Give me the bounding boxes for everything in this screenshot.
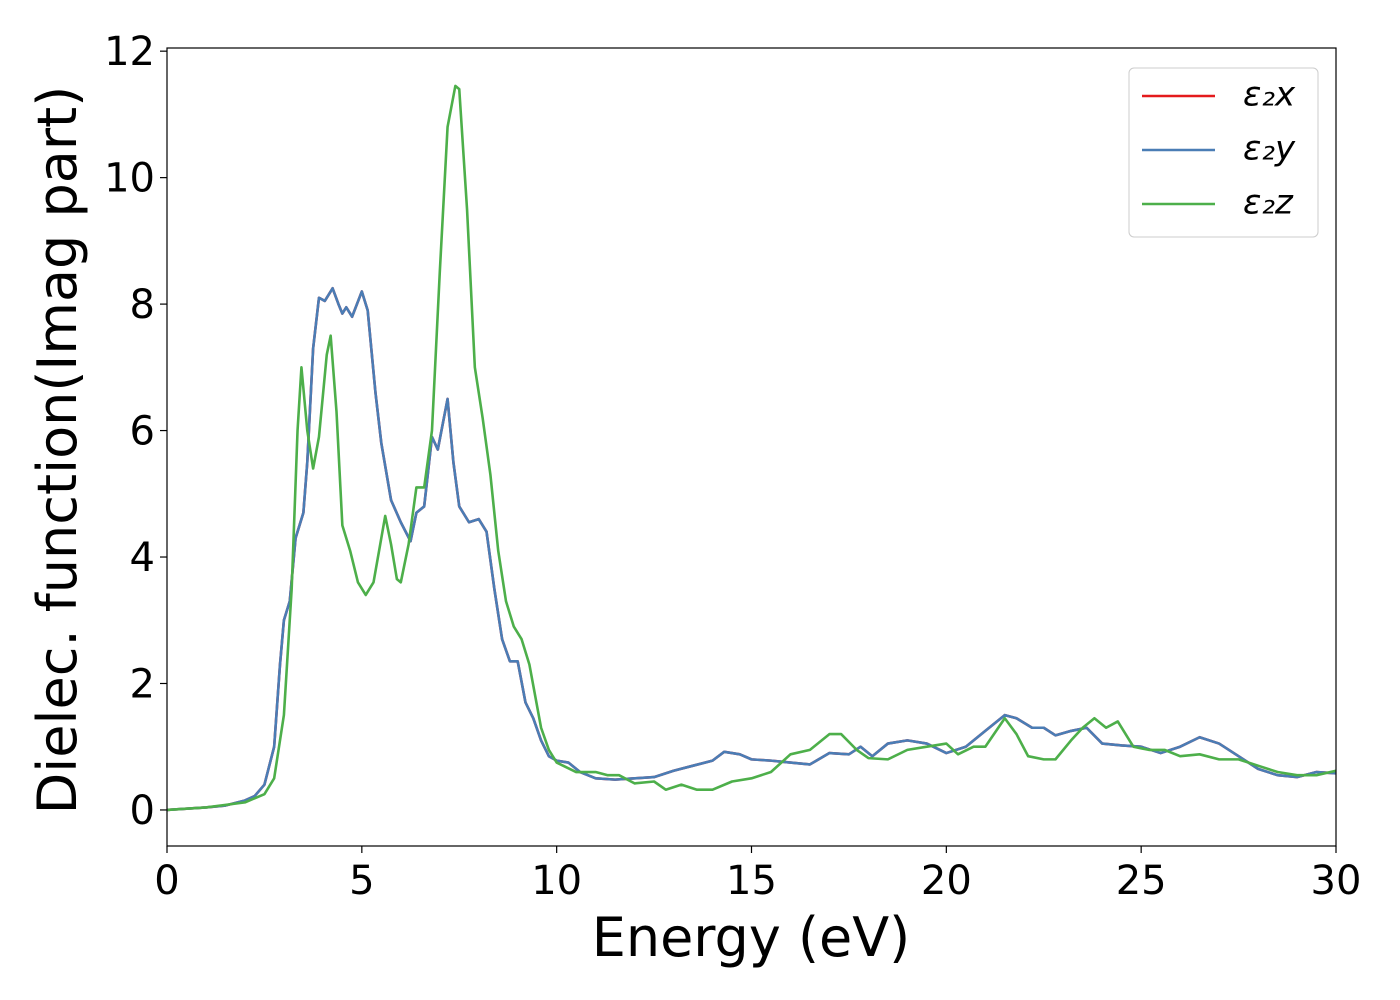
- plot-frame: [166, 47, 1337, 847]
- x-tick-label: 15: [726, 858, 777, 904]
- x-tick-label: 25: [1116, 858, 1167, 904]
- x-axis-label: Energy (eV): [592, 906, 911, 969]
- y-tick-label: 0: [130, 788, 155, 834]
- series-line: [166, 286, 1337, 812]
- series-line: [166, 84, 1337, 812]
- y-tick-label: 10: [104, 156, 155, 202]
- y-axis-label: Dielec. function(Imag part): [26, 86, 89, 815]
- legend-label: ε₂x: [1243, 75, 1296, 115]
- x-tick-label: 0: [154, 858, 179, 904]
- y-tick-label: 12: [104, 29, 155, 75]
- legend-label: ε₂y: [1243, 129, 1296, 169]
- y-tick-label: 6: [130, 409, 155, 455]
- x-tick-label: 10: [531, 858, 582, 904]
- y-tick-label: 4: [130, 535, 155, 581]
- legend-box: [1128, 67, 1319, 238]
- series-line: [166, 286, 1337, 812]
- y-tick-label: 2: [130, 661, 155, 707]
- x-tick-label: 30: [1311, 858, 1362, 904]
- legend-label: ε₂z: [1243, 183, 1294, 223]
- y-tick-label: 8: [130, 282, 155, 328]
- x-tick-label: 20: [921, 858, 972, 904]
- x-tick-label: 5: [349, 858, 374, 904]
